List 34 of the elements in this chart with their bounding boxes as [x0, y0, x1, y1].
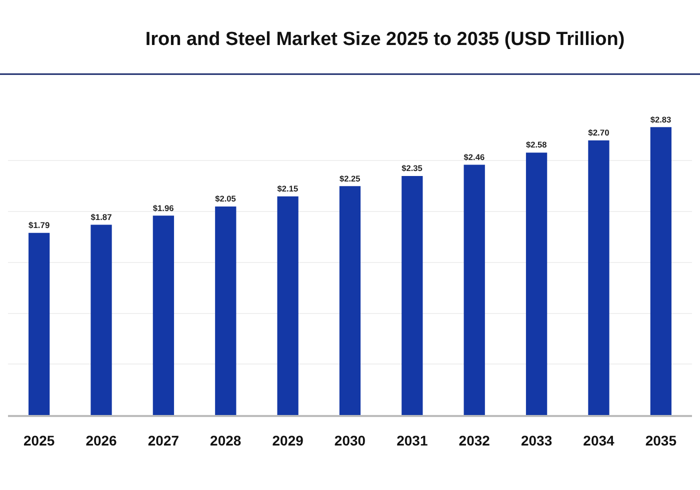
bar	[215, 206, 236, 415]
data-label: $2.70	[588, 127, 610, 138]
bar	[588, 140, 610, 415]
data-label: $2.25	[339, 173, 361, 184]
bar	[464, 164, 485, 415]
x-tick-label: 2034	[583, 432, 615, 449]
x-tick-label: 2025	[24, 432, 55, 449]
x-tick-label: 2035	[645, 432, 677, 449]
data-label: $1.96	[152, 202, 174, 213]
bar	[526, 152, 548, 415]
x-tick-label: 2033	[520, 432, 552, 449]
bar	[28, 232, 50, 415]
x-tick-label: 2032	[458, 432, 490, 449]
data-label: $2.83	[650, 114, 672, 124]
x-tick-label: 2030	[334, 432, 366, 449]
data-label: $2.05	[215, 194, 236, 204]
data-label: $2.46	[464, 152, 485, 162]
chart-title: Iron and Steel Market Size 2025 to 2035 (USD Trillion)	[145, 28, 625, 50]
x-tick-label: 2027	[148, 432, 180, 449]
x-tick-label: 2029	[272, 432, 304, 449]
x-tick-label: 2026	[86, 432, 118, 449]
bar	[90, 224, 112, 415]
bar	[339, 186, 361, 415]
bar	[402, 176, 423, 415]
data-label: $2.15	[277, 183, 298, 194]
x-tick-label: 2031	[396, 432, 428, 449]
x-tick-label: 2028	[210, 432, 242, 449]
data-label: $2.35	[402, 163, 423, 174]
bar	[650, 127, 672, 415]
bar	[152, 216, 174, 415]
data-label: $1.79	[28, 220, 50, 230]
data-label: $2.58	[526, 140, 548, 150]
bar	[277, 196, 298, 415]
data-label: $1.87	[90, 212, 112, 222]
